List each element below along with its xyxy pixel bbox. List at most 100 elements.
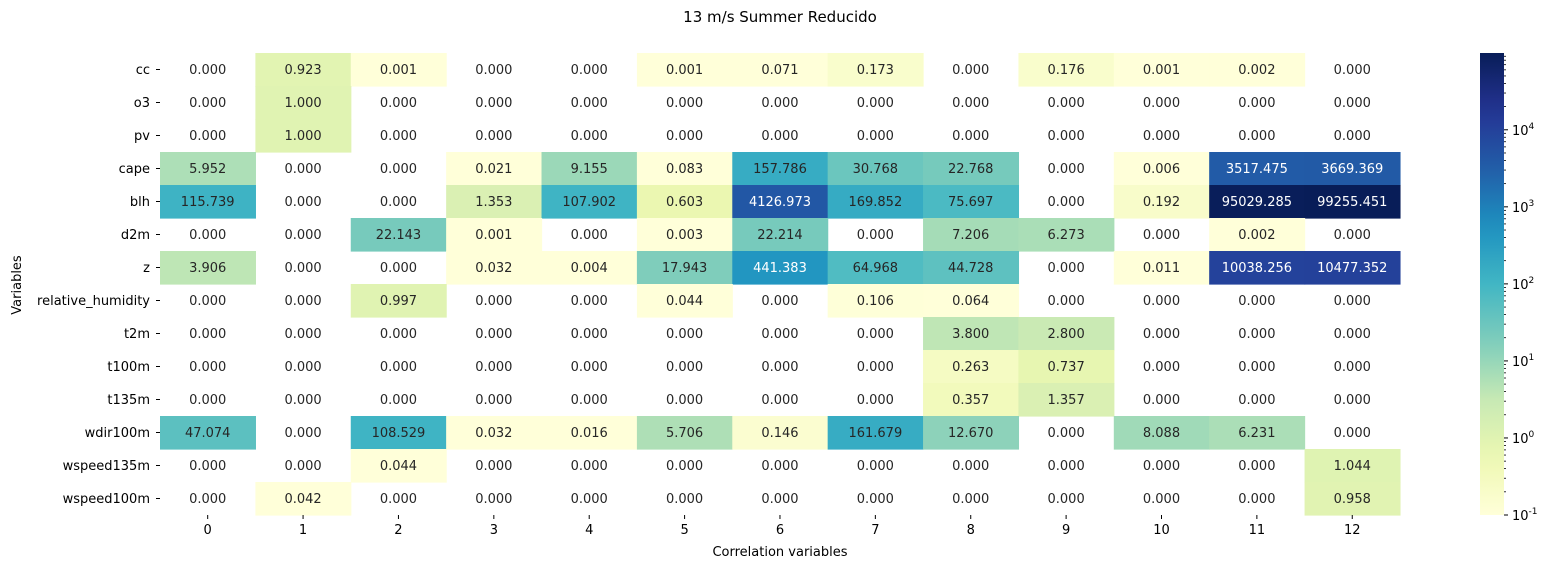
heatmap-cell [827,416,924,450]
cell-value-label: 0.000 [380,162,417,177]
cell-value-label: 5.952 [189,162,226,177]
cell-value-label: 0.000 [761,459,798,474]
cell-value-label: 0.737 [1048,360,1085,375]
heatmap-cell [1304,251,1401,285]
cell-value-label: 0.263 [952,360,989,375]
cell-value-label: 0.000 [761,393,798,408]
cell-value-label: 0.000 [475,129,512,144]
heatmap-cell [732,251,829,285]
cell-value-label: 0.000 [571,129,608,144]
cell-value-label: 0.173 [857,63,894,78]
cell-value-label: 0.000 [666,393,703,408]
heatmap-cell [827,152,924,186]
x-tick-label: 6 [776,523,784,538]
cell-value-label: 0.000 [475,327,512,342]
y-tick-label: wdir100m [85,426,150,441]
y-tick-label: d2m [121,228,150,243]
cell-value-label: 0.000 [857,96,894,111]
heatmap-cell [732,218,829,252]
cell-value-label: 3.906 [189,261,226,276]
cell-value-label: 0.000 [1143,294,1180,309]
cell-value-label: 0.000 [380,327,417,342]
cell-value-label: 0.000 [666,360,703,375]
cell-value-label: 0.000 [380,393,417,408]
heatmap-cell [1113,185,1210,219]
cell-value-label: 0.000 [571,393,608,408]
cell-value-label: 0.000 [952,96,989,111]
heatmap-cell [350,416,447,450]
y-tick-label: t135m [107,393,150,408]
cell-value-label: 1.000 [284,96,321,111]
cell-value-label: 0.146 [761,426,798,441]
y-tick-label: z [143,261,150,276]
cell-value-label: 0.000 [857,327,894,342]
cell-value-label: 0.000 [189,393,226,408]
cell-value-label: 1.044 [1334,459,1371,474]
cell-value-label: 6.231 [1238,426,1275,441]
cell-value-label: 0.000 [857,228,894,243]
heatmap-cell [350,218,447,252]
cell-value-label: 0.000 [1238,327,1275,342]
cell-value-label: 0.000 [189,294,226,309]
y-axis-ticks: cc o3 pv cape blh d2m z relative_humidity t2m t10… [37,63,160,507]
cell-value-label: 0.000 [1334,228,1371,243]
cell-value-label: 0.000 [1048,294,1085,309]
cell-value-label: 0.000 [1048,261,1085,276]
cell-value-label: 44.728 [948,261,994,276]
cell-value-label: 0.000 [1048,162,1085,177]
heatmap-cell [923,185,1020,219]
cell-value-label: 99255.451 [1317,195,1387,210]
cell-value-label: 0.000 [857,393,894,408]
cell-value-label: 0.923 [284,63,321,78]
cell-value-label: 0.000 [1048,96,1085,111]
cell-value-label: 0.000 [1048,459,1085,474]
cell-value-label: 0.000 [571,96,608,111]
heatmap-cell [1113,53,1210,87]
cell-value-label: 0.000 [1334,393,1371,408]
cell-value-label: 0.000 [1143,96,1180,111]
cell-value-label: 0.000 [1238,96,1275,111]
cell-value-label: 0.958 [1334,492,1371,507]
cell-value-label: 0.000 [1238,459,1275,474]
cell-value-label: 0.006 [1143,162,1180,177]
x-tick-label: 10 [1153,523,1170,538]
cell-value-label: 0.000 [189,63,226,78]
cell-value-label: 0.000 [761,360,798,375]
cell-value-label: 0.000 [1238,294,1275,309]
cell-value-label: 0.000 [571,294,608,309]
heatmap-cell [636,185,733,219]
cell-value-label: 0.044 [666,294,703,309]
cell-value-label: 0.000 [952,459,989,474]
heatmap-cell [350,284,447,318]
cell-value-label: 5.706 [666,426,703,441]
cell-value-label: 0.000 [761,294,798,309]
cell-value-label: 0.000 [475,294,512,309]
cell-value-label: 0.000 [666,459,703,474]
cell-value-label: 0.000 [284,327,321,342]
cell-value-label: 0.000 [380,360,417,375]
colorbar-tick-label: 103 [1512,199,1534,216]
colorbar-scale [1480,53,1504,515]
heatmap-cell [923,383,1020,417]
cell-value-label: 0.001 [1143,63,1180,78]
cell-value-label: 0.000 [1048,129,1085,144]
heatmap-cell [1113,251,1210,285]
y-axis-label: Variables [10,255,25,315]
cell-value-label: 0.000 [189,228,226,243]
cell-value-label: 0.000 [952,129,989,144]
cell-value-label: 0.021 [475,162,512,177]
cell-value-label: 0.176 [1048,63,1085,78]
y-tick-label: wspeed100m [63,492,150,507]
y-tick-label: cc [136,63,150,78]
heatmap-cell [255,482,352,516]
heatmap-cell [446,218,543,252]
cell-value-label: 0.000 [666,96,703,111]
heatmap-cell [827,251,924,285]
cell-value-label: 6.273 [1048,228,1085,243]
x-axis-label: Correlation variables [712,545,847,560]
heatmap-cell [636,251,733,285]
chart-title: 13 m/s Summer Reducido [683,8,877,26]
cell-value-label: 7.206 [952,228,989,243]
heatmap-cell [1113,152,1210,186]
heatmap-cell [923,317,1020,351]
